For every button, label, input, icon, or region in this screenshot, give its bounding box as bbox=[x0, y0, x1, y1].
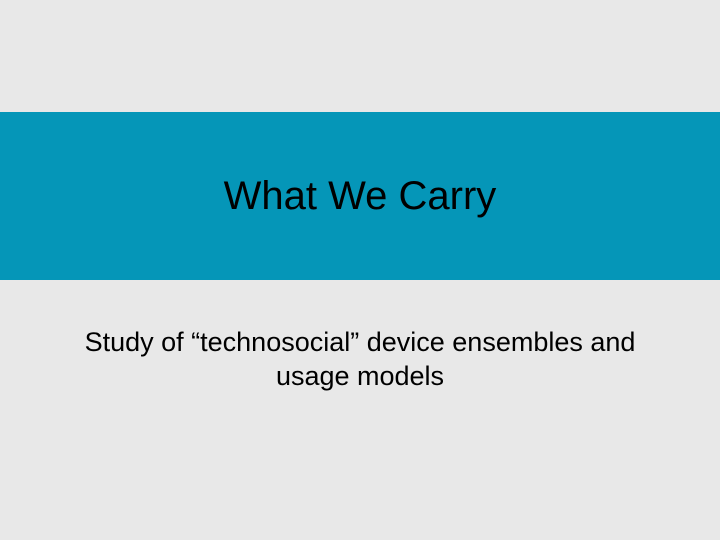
title-band: What We Carry bbox=[0, 112, 720, 280]
slide-title: What We Carry bbox=[224, 174, 497, 219]
slide-subtitle: Study of “technosocial” device ensembles… bbox=[80, 326, 640, 394]
subtitle-region: Study of “technosocial” device ensembles… bbox=[0, 326, 720, 394]
